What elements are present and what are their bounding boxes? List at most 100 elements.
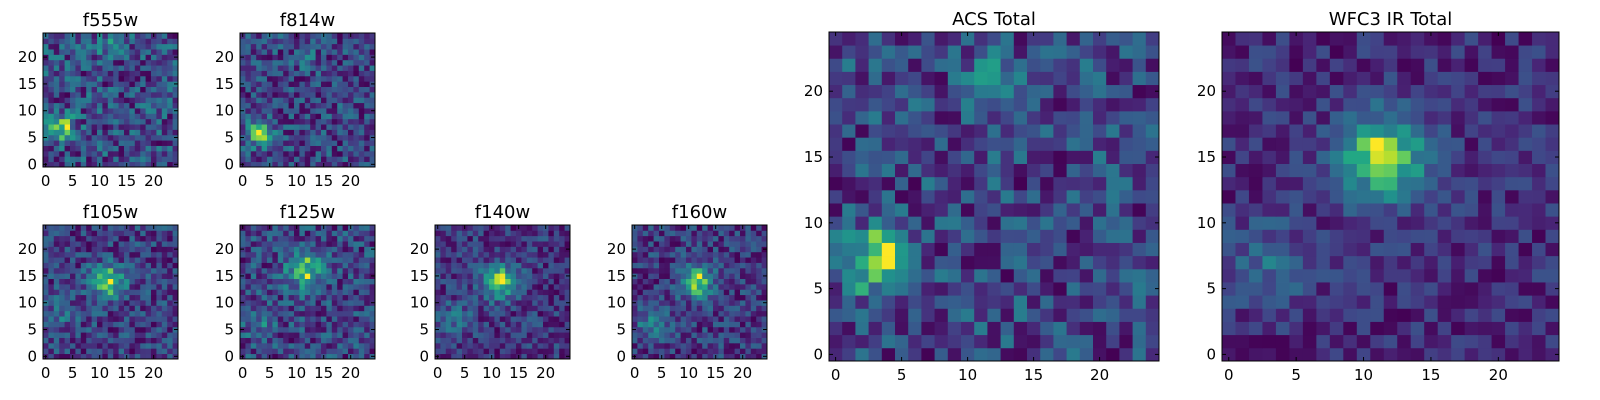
x-tick-label: 15 [314,172,333,190]
heatmap-cell [156,118,163,125]
heatmap-cell [167,310,173,317]
heatmap-cell [91,33,98,39]
heatmap-cell [129,86,136,93]
heatmap-cell [1119,216,1133,230]
heatmap-cell [483,283,490,290]
heatmap-cell [987,71,1001,86]
heatmap-cell [337,225,343,231]
heatmap-cell [1132,32,1147,46]
heatmap-cell [494,332,501,338]
heatmap-cell [140,294,146,301]
heatmap-cell [310,129,316,136]
heatmap-cell [348,337,354,344]
heatmap-cell [283,348,289,355]
heatmap-cell [364,65,370,71]
heatmap-cell [1545,189,1560,204]
heatmap-cell [1478,268,1492,283]
heatmap-cell [745,326,752,333]
heatmap-cell [961,242,975,257]
heatmap-cell [1478,176,1492,191]
heatmap-cell [653,310,660,317]
heatmap-cell [261,70,268,77]
heatmap-cell [167,342,173,349]
heatmap-cell [723,267,730,274]
heatmap-cell [532,278,538,285]
heatmap-cell [321,91,327,98]
heatmap-cell [1106,295,1120,309]
heatmap-cell [342,113,349,120]
heatmap-cell [48,134,55,141]
heatmap-cell [250,321,257,328]
heatmap-cell [895,334,909,349]
heatmap-cell [267,348,273,355]
heatmap-cell [718,332,725,338]
heatmap-cell [167,33,173,39]
heatmap-cell [288,129,295,136]
heatmap-cell [304,161,311,168]
heatmap-cell [1316,242,1331,257]
heatmap-cell [118,108,125,114]
heatmap-cell [283,262,289,269]
heatmap-cell [261,161,268,168]
heatmap-cell [483,337,490,344]
heatmap-cell [272,134,279,141]
heatmap-cell [64,321,71,328]
heatmap-cell [172,283,179,290]
heatmap-cell [1066,216,1081,230]
heatmap-cell [868,347,883,362]
heatmap-cell [445,294,452,301]
heatmap-cell [277,267,284,274]
heatmap-cell [86,251,92,258]
heatmap-cell [548,241,555,247]
heatmap-cell [881,84,896,99]
heatmap-cell [113,75,119,82]
x-tick-label: 5 [265,364,275,382]
heatmap-cell [1329,242,1344,257]
heatmap-cell [908,176,922,191]
heatmap-cell [53,108,60,114]
heatmap-cell [113,65,119,71]
heatmap-cell [532,273,538,279]
heatmap-cell [310,134,316,141]
heatmap-cell [283,353,289,360]
heatmap-cell [358,86,365,93]
heatmap-cell [1066,189,1081,204]
heatmap-cell [537,289,544,296]
heatmap-cell [151,81,157,87]
heatmap-cell [1545,321,1560,336]
heatmap-cell [80,108,87,114]
heatmap-cell [315,310,322,317]
heatmap-cell [310,230,316,237]
heatmap-cell [934,268,949,283]
heatmap-cell [1275,229,1290,243]
heatmap-cell [294,300,300,306]
heatmap-cell [337,59,343,66]
heatmap-cell [750,316,757,322]
heatmap-cell [272,273,279,279]
heatmap-cell [1518,347,1533,362]
heatmap-cell [124,97,130,104]
heatmap-cell [1383,242,1398,257]
heatmap-cell [250,262,257,269]
heatmap-cell [348,235,354,242]
heatmap-cell [1000,137,1015,151]
heatmap-cell [161,225,168,231]
heatmap-cell [669,251,676,258]
heatmap-cell [1132,189,1147,204]
heatmap-cell [499,316,506,322]
heatmap-cell [1478,242,1492,257]
heatmap-cell [669,348,676,355]
heatmap-cell [1013,321,1028,336]
heatmap-cell [75,235,82,242]
heatmap-cell [70,267,76,274]
heatmap-cell [1478,255,1492,270]
heatmap-cell [1437,203,1452,217]
heatmap-cell [107,294,114,301]
heatmap-cell [1145,282,1160,296]
heatmap-cell [1066,242,1081,257]
heatmap-cell [53,332,60,338]
heatmap-cell [369,86,376,93]
heatmap-cell [1302,242,1317,257]
x-tick-label: 15 [117,364,136,382]
heatmap-cell [342,310,349,317]
